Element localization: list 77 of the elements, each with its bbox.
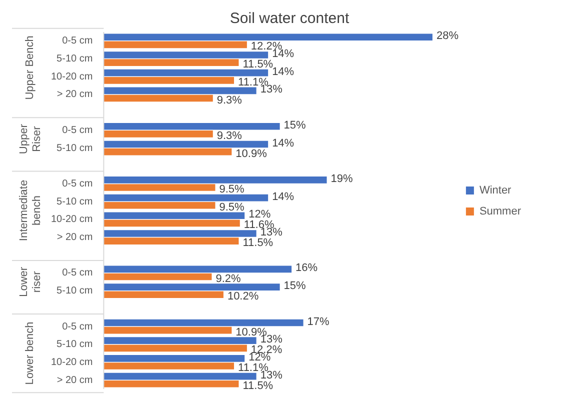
data-label: 9.5% [219, 201, 245, 214]
y-tick-label: 5-10 cm [56, 54, 93, 65]
data-label: 10.2% [227, 290, 259, 303]
y-tick-label: 0-5 cm [62, 178, 93, 190]
bar [104, 69, 268, 76]
text: Intermediate bench [18, 180, 44, 242]
data-label: 11.5% [242, 58, 274, 71]
y-tick-label: 10-20 cm [50, 356, 93, 368]
bar [104, 284, 280, 290]
data-label: 15% [284, 280, 306, 292]
data-label: 14% [272, 137, 294, 150]
bar [104, 148, 232, 156]
bar [104, 266, 292, 273]
bar [104, 34, 432, 41]
data-label: 13% [260, 334, 283, 346]
bar [104, 230, 256, 237]
data-label: 15% [284, 119, 306, 132]
data-label: 9.2% [216, 272, 241, 285]
y-tick-label: 10-20 cm [50, 214, 93, 226]
bar [104, 140, 268, 148]
text: Lower riser [18, 266, 44, 297]
bar [104, 220, 240, 227]
data-label: 11.5% [242, 237, 274, 250]
y-tick-label: 10-20 cm [50, 71, 93, 82]
data-label: 14% [272, 66, 294, 78]
data-label: 14% [272, 190, 294, 203]
legend-label: Summer [479, 206, 522, 218]
data-label: 16% [296, 262, 318, 274]
data-label: 10.9% [236, 148, 268, 160]
data-label: 28% [436, 30, 459, 42]
y-tick-label: 0-5 cm [62, 321, 93, 332]
data-label: 9.5% [219, 184, 245, 196]
bar [104, 94, 213, 102]
data-label: 19% [330, 172, 354, 185]
text: Lower bench [24, 322, 36, 385]
y-tick-label: > 20 cm [56, 232, 93, 244]
data-label: 11.5% [242, 380, 274, 392]
bar [104, 291, 224, 298]
bar [104, 52, 268, 58]
bar [104, 380, 239, 388]
bar [104, 212, 245, 220]
bar [104, 355, 245, 362]
y-tick-label: 0-5 cm [62, 36, 93, 47]
bar [104, 176, 327, 184]
bar [104, 122, 280, 130]
data-label: 9.3% [216, 130, 242, 142]
bar [104, 372, 256, 380]
data-label: 17% [307, 316, 330, 328]
bar [104, 337, 256, 344]
y-tick-label: > 20 cm [56, 89, 93, 100]
legend-label: Winter [479, 184, 512, 197]
bar [104, 319, 304, 326]
data-label: 12% [248, 208, 271, 221]
y-tick-label: 5-10 cm [56, 286, 93, 297]
bar [104, 87, 256, 94]
data-label: 9.3% [216, 94, 242, 106]
bar [104, 344, 247, 352]
text: Upper Riser [18, 124, 44, 154]
bar [104, 202, 216, 209]
bar [104, 77, 234, 84]
y-tick-label: 5-10 cm [56, 196, 93, 208]
y-tick-label: > 20 cm [56, 374, 93, 386]
bar [104, 238, 239, 244]
y-tick-label: 5-10 cm [56, 339, 93, 350]
text: Upper Bench [24, 36, 36, 100]
bar [104, 326, 232, 334]
chart-title: Soil water content [230, 10, 350, 28]
bar [104, 130, 213, 138]
y-tick-label: 0-5 cm [62, 268, 93, 279]
bar [104, 362, 234, 370]
bar [104, 59, 239, 66]
y-tick-label: 0-5 cm [62, 124, 93, 136]
bar [104, 184, 216, 191]
bar [104, 273, 212, 280]
bar [104, 41, 247, 48]
y-tick-label: 5-10 cm [56, 142, 93, 154]
bar [104, 194, 268, 202]
